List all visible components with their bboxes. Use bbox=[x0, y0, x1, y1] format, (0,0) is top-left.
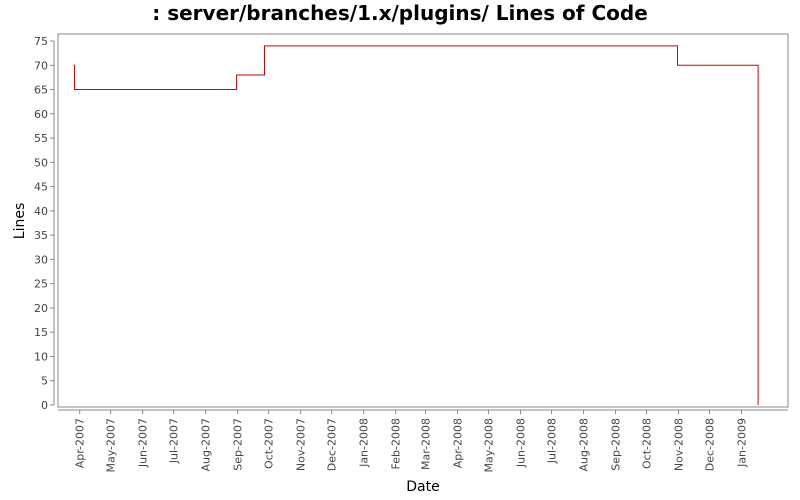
x-tick-label: Nov-2008 bbox=[673, 418, 686, 471]
series-line bbox=[73, 45, 759, 405]
y-tick-label: 10 bbox=[34, 350, 48, 363]
x-tick-label: Aug-2007 bbox=[200, 418, 213, 471]
x-tick-label: Dec-2007 bbox=[326, 418, 339, 471]
x-tick-label: Apr-2007 bbox=[74, 418, 87, 468]
x-tick-label: Jul-2007 bbox=[168, 418, 181, 464]
y-tick-label: 55 bbox=[34, 132, 48, 145]
y-tick-label: 30 bbox=[34, 253, 48, 266]
y-tick-label: 50 bbox=[34, 156, 48, 169]
x-tick-label: Nov-2007 bbox=[295, 418, 308, 471]
x-tick-label: Sep-2008 bbox=[610, 418, 623, 471]
x-axis: Apr-2007 May-2007 Jun-2007 Jul-2007 Aug-2007… bbox=[58, 409, 788, 473]
x-tick-label: Jan-2008 bbox=[358, 418, 371, 468]
x-tick-label: Jan-2009 bbox=[736, 418, 749, 468]
y-tick-label: 40 bbox=[34, 205, 48, 218]
x-tick-label: Sep-2007 bbox=[232, 418, 245, 471]
y-tick-label: 25 bbox=[34, 278, 48, 291]
y-tick-label: 20 bbox=[34, 302, 48, 315]
plot-area bbox=[57, 33, 789, 408]
x-tick-label: Oct-2008 bbox=[641, 418, 654, 469]
x-tick-label: Jul-2008 bbox=[546, 418, 559, 464]
x-axis-title: Date bbox=[406, 479, 439, 495]
series-layer bbox=[73, 45, 759, 405]
y-tick-label: 70 bbox=[34, 59, 48, 72]
y-axis: 0 5 10 15 20 25 30 35 40 45 50 55 60 65 70 75 bbox=[34, 35, 55, 412]
y-tick-label: 45 bbox=[34, 181, 48, 194]
x-tick-label: Feb-2008 bbox=[390, 418, 403, 469]
x-tick-label: May-2008 bbox=[483, 418, 496, 473]
x-tick-label: Jun-2008 bbox=[515, 418, 528, 468]
y-tick-label: 75 bbox=[34, 35, 48, 48]
x-tick-label: Oct-2007 bbox=[263, 418, 276, 469]
x-tick-label: Dec-2008 bbox=[704, 418, 717, 471]
x-tick-label: Apr-2008 bbox=[452, 418, 465, 468]
y-tick-label: 15 bbox=[34, 326, 48, 339]
y-tick-label: 60 bbox=[34, 108, 48, 121]
y-tick-label: 5 bbox=[41, 375, 48, 388]
y-tick-label: 35 bbox=[34, 229, 48, 242]
chart-title: : server/branches/1.x/plugins/ Lines of … bbox=[152, 1, 648, 25]
y-tick-label: 65 bbox=[34, 84, 48, 97]
x-tick-label: Jun-2007 bbox=[137, 418, 150, 468]
x-tick-label: Aug-2008 bbox=[578, 418, 591, 471]
x-tick-label: May-2007 bbox=[105, 418, 118, 473]
y-axis-title: Lines bbox=[12, 203, 28, 239]
x-tick-label: Mar-2008 bbox=[420, 418, 433, 470]
y-tick-label: 0 bbox=[41, 399, 48, 412]
